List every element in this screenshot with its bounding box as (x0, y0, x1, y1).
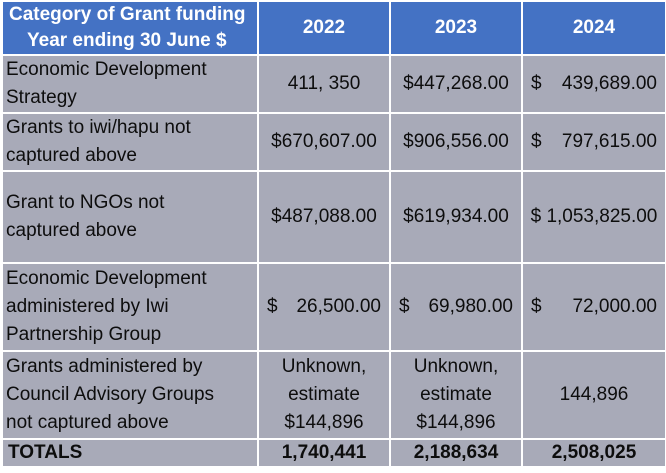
row-category: Grants administered by Council Advisory … (1, 350, 259, 440)
table-row-council-advisory-groups: Grants administered by Council Advisory … (1, 350, 666, 440)
cell-2024: $ 797,615.00 (521, 112, 666, 172)
row-category: Grants to iwi/hapu not captured above (1, 112, 259, 172)
cell-2024: $ 72,000.00 (521, 262, 666, 352)
row-category-line: captured above (6, 220, 137, 241)
row-category: Grant to NGOs not captured above (1, 170, 259, 264)
row-category-line: Grants to iwi/hapu not (6, 117, 191, 138)
cell-2022: $487,088.00 (257, 170, 391, 264)
currency-symbol: $ (399, 296, 410, 317)
row-category-line: Partnership Group (6, 324, 162, 345)
currency-symbol: $ (531, 296, 542, 317)
cell-line: $144,896 (284, 412, 364, 433)
total-2024: 2,508,025 (521, 438, 666, 468)
row-category: Economic Development administered by Iwi… (1, 262, 259, 352)
currency-amount: 72,000.00 (572, 296, 657, 317)
row-category-line: Economic Development (6, 268, 207, 289)
row-category-line: administered by Iwi (6, 296, 169, 317)
cell-2023: $447,268.00 (389, 54, 523, 114)
currency-symbol: $ (531, 131, 542, 152)
cell-2023: $906,556.00 (389, 112, 523, 172)
currency-amount: 26,500.00 (296, 296, 381, 317)
row-category-line: captured above (6, 145, 137, 166)
totals-row: TOTALS 1,740,441 2,188,634 2,508,025 (1, 438, 666, 468)
cell-2024: 144,896 (521, 350, 666, 440)
row-category-line: not captured above (6, 412, 169, 433)
currency-symbol: $ (267, 296, 278, 317)
cell-line: estimate (288, 384, 360, 405)
cell-2023: $619,934.00 (389, 170, 523, 264)
row-category-line: Council Advisory Groups (6, 384, 215, 405)
category-header-line2: Year ending 30 June $ (27, 30, 227, 51)
table-row-grant-to-ngos: Grant to NGOs not captured above $487,08… (1, 170, 666, 264)
category-header: Category of Grant funding Year ending 30… (1, 0, 259, 56)
cell-2022: 411, 350 (257, 54, 391, 114)
header-row: Category of Grant funding Year ending 30… (1, 0, 666, 56)
cell-2022: $670,607.00 (257, 112, 391, 172)
table-row-iwi-partnership-group: Economic Development administered by Iwi… (1, 262, 666, 352)
cell-2023: $ 69,980.00 (389, 262, 523, 352)
row-category-line: Economic Development (6, 59, 207, 80)
cell-line: $144,896 (416, 412, 496, 433)
cell-line: estimate (420, 384, 492, 405)
cell-line: Unknown, (281, 356, 367, 377)
totals-label: TOTALS (1, 438, 259, 468)
total-2023: 2,188,634 (389, 438, 523, 468)
cell-2023: Unknown, estimate $144,896 (389, 350, 523, 440)
total-2022: 1,740,441 (257, 438, 391, 468)
table-row-grants-to-iwi-hapu: Grants to iwi/hapu not captured above $6… (1, 112, 666, 172)
cell-2024: $ 1,053,825.00 (521, 170, 666, 264)
currency-symbol: $ (531, 73, 542, 94)
cell-line: Unknown, (413, 356, 499, 377)
table-row-economic-development-strategy: Economic Development Strategy 411, 350 $… (1, 54, 666, 114)
year-header-2022: 2022 (257, 0, 391, 56)
currency-amount: 69,980.00 (428, 296, 513, 317)
year-header-2023: 2023 (389, 0, 523, 56)
cell-2022: $ 26,500.00 (257, 262, 391, 352)
row-category: Economic Development Strategy (1, 54, 259, 114)
row-category-line: Grants administered by (6, 356, 203, 377)
category-header-line1: Category of Grant funding (9, 4, 246, 25)
year-header-2024: 2024 (521, 0, 666, 56)
row-category-line: Grant to NGOs not (6, 192, 165, 213)
currency-amount: 797,615.00 (561, 131, 657, 152)
cell-2022: Unknown, estimate $144,896 (257, 350, 391, 440)
row-category-line: Strategy (6, 87, 77, 108)
cell-2024: $ 439,689.00 (521, 54, 666, 114)
currency-amount: 439,689.00 (561, 73, 657, 94)
